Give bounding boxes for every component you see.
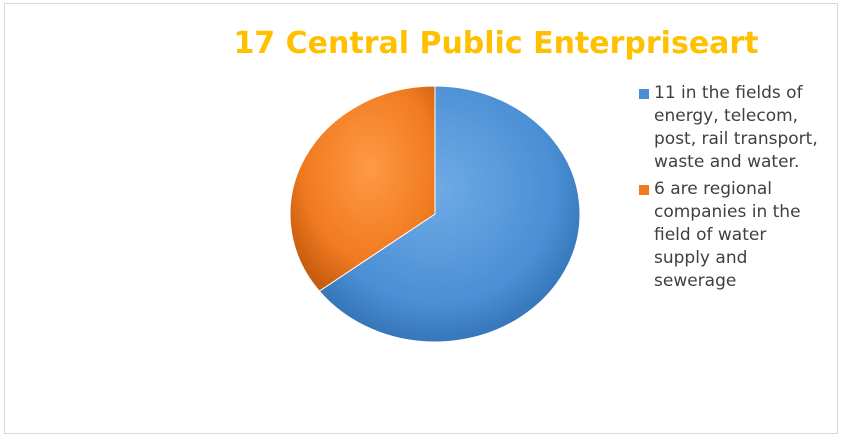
chart-frame: 17 Central Public Enterpriseart 11 in th… — [4, 3, 838, 434]
pie-chart — [289, 85, 581, 343]
legend-label: 11 in the fields of energy, telecom, pos… — [654, 83, 818, 172]
legend-item-energy: 11 in the fields of energy, telecom, pos… — [639, 82, 839, 174]
legend-swatch-orange — [639, 185, 649, 195]
legend: 11 in the fields of energy, telecom, pos… — [639, 82, 839, 297]
legend-swatch-blue — [639, 89, 649, 99]
pie-slice-energy — [318, 85, 581, 343]
chart-title: 17 Central Public Enterpriseart — [233, 26, 759, 61]
legend-item-water: 6 are regional companies in the field of… — [639, 178, 839, 293]
legend-label: 6 are regional companies in the field of… — [654, 179, 801, 291]
pie-slice-water — [289, 85, 436, 292]
